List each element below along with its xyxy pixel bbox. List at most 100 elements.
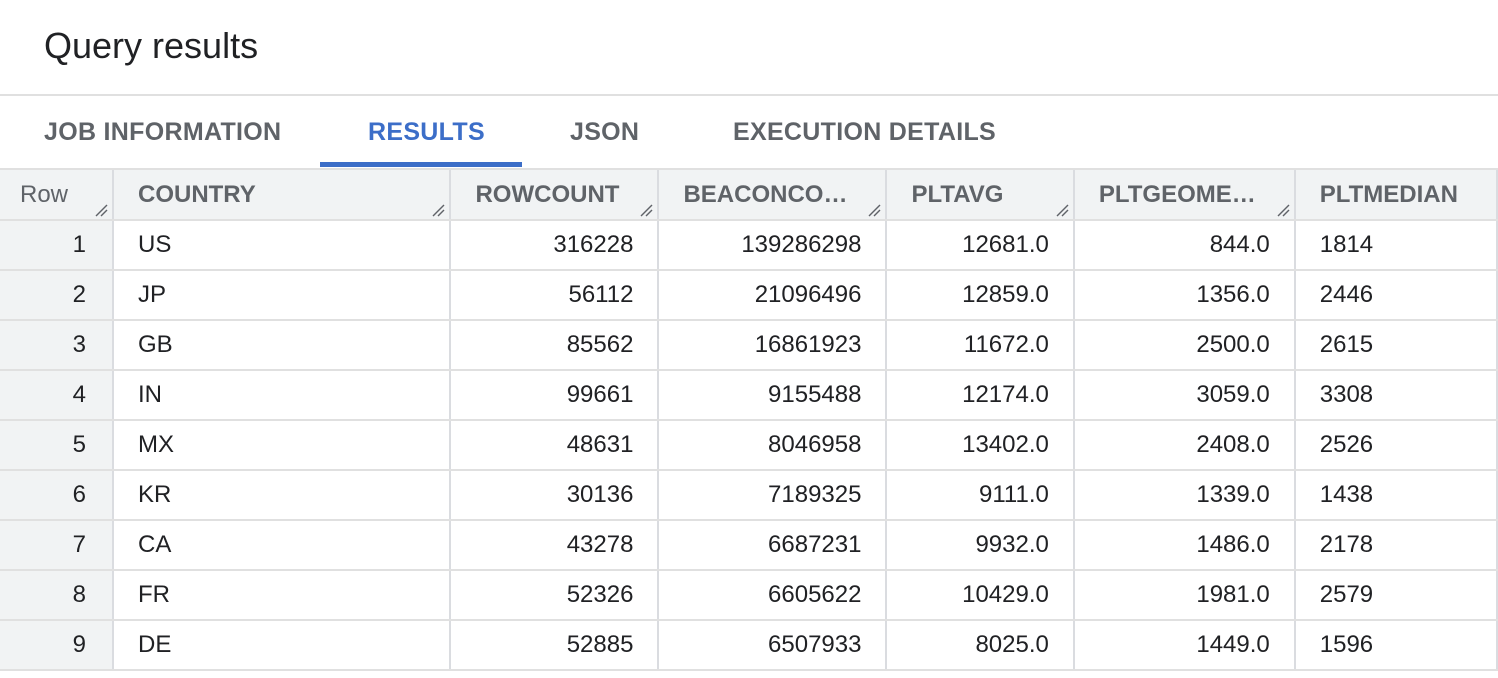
column-header-label: BEACONCO… [683,180,848,208]
country-cell: FR [112,570,452,621]
beaconcount-cell: 6605622 [658,570,888,621]
column-resize-handle-icon[interactable] [1055,203,1069,217]
results-grid: Row COUNTRY ROWCOUNT BEACONCO… PLTAVG PLTGEOM… [0,168,1498,678]
pltavg-cell: 12859.0 [886,270,1075,321]
rowcount-cell: 52326 [450,570,660,621]
pltavg-cell: 9932.0 [886,520,1075,571]
pltgeomean-cell: 2500.0 [1073,320,1296,371]
tab-execution-details[interactable]: EXECUTION DETAILS [733,118,996,146]
row-number-cell: 3 [0,320,114,371]
beaconcount-cell: 8046958 [658,420,888,471]
pltmedian-cell: 2579 [1294,570,1498,621]
tab-job-information[interactable]: JOB INFORMATION [44,118,282,146]
tab-json[interactable]: JSON [570,118,640,146]
column-header-label: PLTMEDIAN [1319,180,1458,208]
active-tab-indicator [320,162,522,167]
country-cell: MX [112,420,452,471]
table-row[interactable]: 8 FR 52326 6605622 10429.0 1981.0 2579 [0,570,1498,621]
column-header-label: Row [20,180,69,208]
beaconcount-cell: 16861923 [658,320,888,371]
rowcount-cell: 316228 [450,220,660,271]
column-resize-handle-icon[interactable] [639,203,653,217]
table-row[interactable]: 2 JP 56112 21096496 12859.0 1356.0 2446 [0,270,1498,321]
beaconcount-cell: 7189325 [658,470,888,521]
column-header-pltmedian[interactable]: PLTMEDIAN [1294,170,1498,221]
pltmedian-cell: 1438 [1294,470,1498,521]
beaconcount-cell: 6507933 [658,620,888,671]
column-resize-handle-icon[interactable] [1276,203,1290,217]
beaconcount-cell: 21096496 [658,270,888,321]
country-cell: DE [112,620,452,671]
pltavg-cell: 12174.0 [886,370,1075,421]
pltavg-cell: 12681.0 [886,220,1075,271]
column-header-label: ROWCOUNT [475,180,620,208]
pltgeomean-cell: 2408.0 [1073,420,1296,471]
pltmedian-cell: 1814 [1294,220,1498,271]
row-number-cell: 1 [0,220,114,271]
pltavg-cell: 13402.0 [886,420,1075,471]
results-table: Row COUNTRY ROWCOUNT BEACONCO… PLTAVG PLTGEOM… [0,170,1498,671]
column-resize-handle-icon[interactable] [94,203,108,217]
rowcount-cell: 30136 [450,470,660,521]
pltgeomean-cell: 844.0 [1073,220,1296,271]
pltmedian-cell: 1596 [1294,620,1498,671]
country-cell: GB [112,320,452,371]
rowcount-cell: 52885 [450,620,660,671]
column-header-row[interactable]: Row [0,170,114,221]
table-row[interactable]: 7 CA 43278 6687231 9932.0 1486.0 2178 [0,520,1498,571]
pltmedian-cell: 2615 [1294,320,1498,371]
rowcount-cell: 56112 [450,270,660,321]
page-title: Query results [44,25,259,66]
table-body: 1 US 316228 139286298 12681.0 844.0 1814 2 JP 561… [0,220,1498,671]
pltgeomean-cell: 3059.0 [1073,370,1296,421]
row-number-cell: 8 [0,570,114,621]
pltmedian-cell: 2178 [1294,520,1498,571]
table-row[interactable]: 5 MX 48631 8046958 13402.0 2408.0 2526 [0,420,1498,471]
column-resize-handle-icon[interactable] [867,203,881,217]
beaconcount-cell: 9155488 [658,370,888,421]
country-cell: KR [112,470,452,521]
column-header-country[interactable]: COUNTRY [112,170,452,221]
column-header-rowcount[interactable]: ROWCOUNT [450,170,660,221]
column-header-label: PLTAVG [911,180,1004,208]
country-cell: CA [112,520,452,571]
table-row[interactable]: 3 GB 85562 16861923 11672.0 2500.0 2615 [0,320,1498,371]
column-header-label: COUNTRY [137,180,256,208]
pltgeomean-cell: 1356.0 [1073,270,1296,321]
table-row[interactable]: 4 IN 99661 9155488 12174.0 3059.0 3308 [0,370,1498,421]
row-number-cell: 5 [0,420,114,471]
country-cell: US [112,220,452,271]
pltmedian-cell: 3308 [1294,370,1498,421]
column-header-beaconcount[interactable]: BEACONCO… [658,170,888,221]
tab-results[interactable]: RESULTS [368,118,485,146]
table-row[interactable]: 6 KR 30136 7189325 9111.0 1339.0 1438 [0,470,1498,521]
beaconcount-cell: 139286298 [658,220,888,271]
pltavg-cell: 9111.0 [886,470,1075,521]
row-number-cell: 6 [0,470,114,521]
row-number-cell: 2 [0,270,114,321]
table-header-row: Row COUNTRY ROWCOUNT BEACONCO… PLTAVG PLTGEOM… [0,170,1498,221]
column-header-pltavg[interactable]: PLTAVG [886,170,1075,221]
row-number-cell: 9 [0,620,114,671]
column-resize-handle-icon[interactable] [431,203,445,217]
pltavg-cell: 8025.0 [886,620,1075,671]
row-number-cell: 7 [0,520,114,571]
beaconcount-cell: 6687231 [658,520,888,571]
country-cell: IN [112,370,452,421]
pltmedian-cell: 2446 [1294,270,1498,321]
row-number-cell: 4 [0,370,114,421]
table-row[interactable]: 9 DE 52885 6507933 8025.0 1449.0 1596 [0,620,1498,671]
pltmedian-cell: 2526 [1294,420,1498,471]
pltgeomean-cell: 1486.0 [1073,520,1296,571]
rowcount-cell: 48631 [450,420,660,471]
results-tab-bar: JOB INFORMATION RESULTS JSON EXECUTION D… [0,94,1498,168]
pltavg-cell: 10429.0 [886,570,1075,621]
country-cell: JP [112,270,452,321]
pltgeomean-cell: 1339.0 [1073,470,1296,521]
table-row[interactable]: 1 US 316228 139286298 12681.0 844.0 1814 [0,220,1498,271]
pltavg-cell: 11672.0 [886,320,1075,371]
rowcount-cell: 43278 [450,520,660,571]
column-header-pltgeomean[interactable]: PLTGEOME… [1073,170,1296,221]
column-header-label: PLTGEOME… [1098,180,1256,208]
